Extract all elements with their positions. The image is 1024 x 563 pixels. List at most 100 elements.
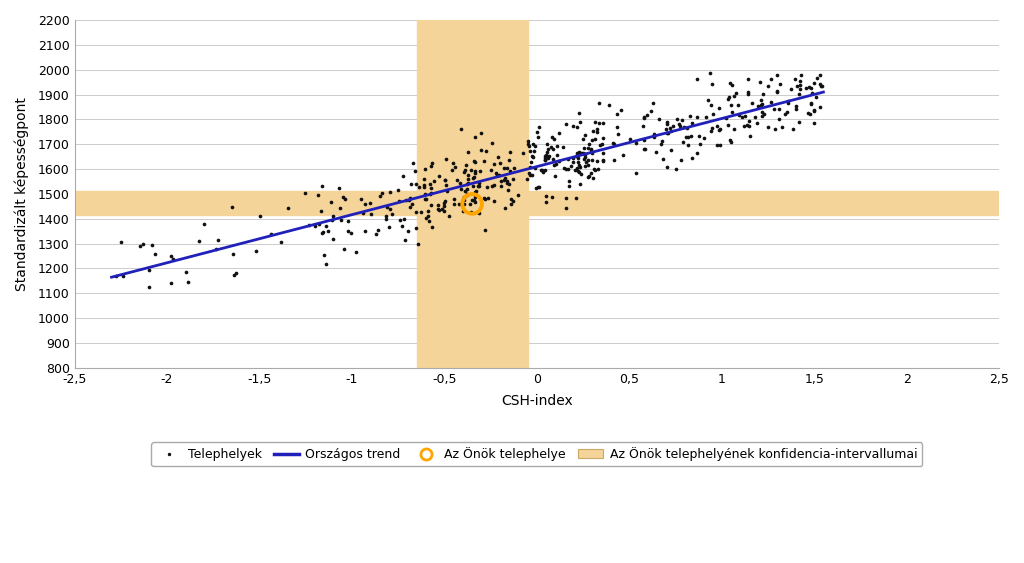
- Point: [565, 122, 582, 131]
- Point: [587, 166, 603, 175]
- Point: [374, 188, 390, 197]
- Point: [583, 169, 599, 178]
- Point: [681, 111, 697, 120]
- Point: [311, 220, 328, 229]
- Point: [739, 89, 756, 98]
- Point: [467, 193, 483, 202]
- Point: [590, 164, 606, 173]
- Point: [501, 180, 517, 189]
- Point: [370, 225, 386, 234]
- Point: [529, 132, 546, 141]
- Point: [467, 157, 483, 166]
- Point: [754, 108, 770, 117]
- Point: [523, 152, 540, 161]
- Point: [459, 185, 475, 194]
- Point: [580, 144, 596, 153]
- Point: [389, 186, 406, 195]
- Point: [505, 196, 521, 205]
- Point: [665, 122, 681, 131]
- Point: [520, 139, 537, 148]
- Point: [191, 236, 208, 245]
- Point: [628, 168, 644, 177]
- Point: [559, 164, 575, 173]
- Point: [760, 82, 776, 91]
- Point: [467, 133, 483, 142]
- Point: [724, 80, 740, 89]
- Point: [485, 196, 502, 205]
- Point: [355, 208, 372, 217]
- Point: [792, 84, 808, 93]
- Point: [672, 122, 688, 131]
- Point: [332, 204, 348, 213]
- Point: [577, 153, 593, 162]
- Point: [460, 148, 476, 157]
- Point: [368, 230, 384, 239]
- Point: [460, 175, 476, 184]
- Point: [699, 96, 716, 105]
- Point: [750, 102, 766, 111]
- Point: [197, 220, 213, 229]
- Point: [479, 183, 496, 192]
- Point: [477, 147, 494, 156]
- Point: [179, 278, 196, 287]
- Point: [163, 251, 179, 260]
- Point: [697, 113, 714, 122]
- Point: [756, 110, 772, 119]
- Point: [477, 194, 494, 203]
- Point: [583, 146, 599, 155]
- Point: [426, 177, 442, 186]
- Point: [722, 78, 738, 87]
- Point: [739, 74, 756, 83]
- Point: [689, 148, 706, 157]
- Point: [452, 199, 468, 208]
- Point: [431, 205, 447, 215]
- Point: [580, 155, 596, 164]
- Point: [803, 100, 819, 109]
- Point: [572, 162, 589, 171]
- Point: [446, 195, 463, 204]
- Point: [439, 186, 456, 195]
- Y-axis label: Standardizált képességpont: Standardizált képességpont: [15, 97, 30, 291]
- Point: [539, 198, 555, 207]
- Point: [313, 229, 330, 238]
- Point: [539, 148, 555, 157]
- Point: [754, 100, 770, 109]
- Point: [225, 250, 242, 259]
- Point: [571, 160, 588, 169]
- Point: [622, 134, 638, 143]
- Point: [718, 114, 734, 123]
- Point: [567, 166, 584, 175]
- Point: [440, 212, 457, 221]
- Point: [146, 250, 163, 259]
- Point: [569, 150, 586, 159]
- Point: [673, 155, 689, 164]
- Point: [574, 135, 591, 144]
- Point: [741, 121, 758, 130]
- Point: [424, 159, 440, 168]
- Point: [464, 195, 480, 204]
- Point: [540, 154, 556, 163]
- Point: [577, 131, 593, 140]
- Point: [457, 193, 473, 202]
- Point: [812, 102, 828, 111]
- Point: [659, 129, 676, 138]
- Point: [417, 195, 433, 204]
- Point: [438, 154, 455, 163]
- Point: [595, 157, 611, 166]
- Point: [636, 136, 652, 145]
- Point: [466, 187, 482, 196]
- Point: [144, 240, 161, 249]
- Point: [437, 176, 454, 185]
- Point: [556, 164, 572, 173]
- Point: [468, 186, 484, 195]
- Point: [568, 164, 585, 173]
- Point: [581, 140, 597, 149]
- Point: [272, 237, 289, 246]
- Point: [650, 115, 667, 124]
- Point: [752, 78, 768, 87]
- Point: [784, 125, 801, 134]
- Point: [591, 141, 607, 150]
- Point: [472, 166, 488, 175]
- Point: [521, 169, 538, 178]
- Point: [538, 166, 554, 175]
